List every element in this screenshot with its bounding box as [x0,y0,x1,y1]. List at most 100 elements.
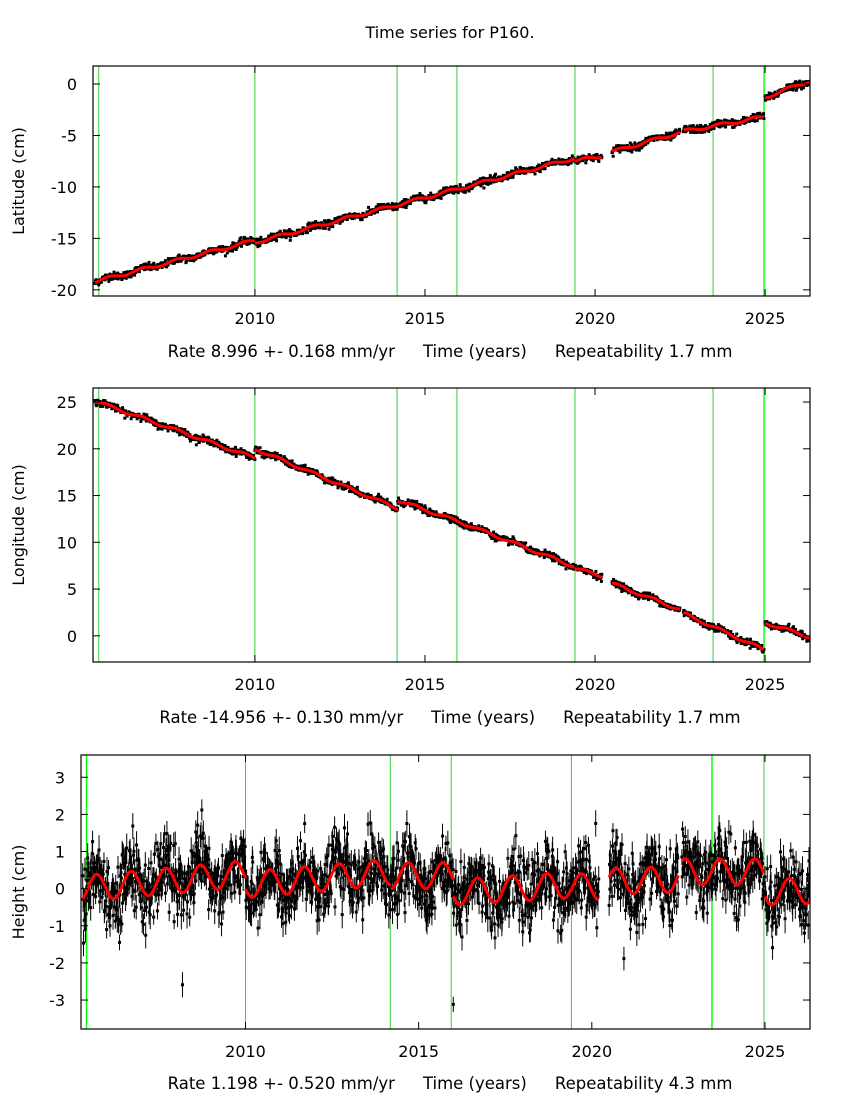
data-point [323,226,327,230]
data-point [247,457,251,461]
data-point [150,418,154,422]
data-point [226,445,230,449]
data-point [121,406,125,410]
data-point [345,218,349,222]
data-point [367,205,371,209]
data-point [703,130,707,134]
data-point [218,245,222,249]
data-point [360,218,364,222]
data-point [286,234,290,238]
data-point [599,153,603,157]
data-point [303,463,307,467]
data-point [314,220,318,224]
data-point [305,231,309,235]
data-point [223,254,227,258]
data-point [318,226,322,230]
data-point [306,472,310,476]
data-point [741,115,745,119]
data-point [258,244,262,248]
data-point [258,446,262,450]
data-point [116,404,120,408]
data-point [215,250,219,254]
data-point [301,232,305,236]
data-point [404,206,408,210]
data-point [636,146,640,150]
data-point [219,447,223,451]
data-point [451,185,455,189]
data-point [390,202,394,206]
data-point [139,419,143,423]
data-point [528,166,532,170]
data-point [143,413,147,417]
data-point [674,128,678,132]
data-point [162,261,166,265]
data-point [536,165,540,169]
data-point [724,125,728,129]
data-point [331,225,335,229]
panel-latitude: 2010 2015 2020 2025 0 -5 -10 -15 -20 Latitude (cm… [9,65,811,361]
data-point [304,470,308,474]
data-point [175,425,179,429]
data-point [123,416,127,420]
data-point [454,184,458,188]
data-point [256,245,260,249]
data-point [511,175,515,179]
data-point [283,229,287,233]
data-point [761,113,765,117]
data-point [270,452,274,456]
data-point [732,125,736,129]
data-point [220,244,224,248]
model-line [682,115,765,132]
data-point [752,117,756,121]
data-point [215,438,219,442]
data-point [656,134,660,138]
data-point [492,176,496,180]
data-point [546,163,550,167]
data-point [129,417,133,421]
figure-title: Time series for P160. [364,23,534,42]
data-point [253,457,257,461]
data-point [792,86,796,90]
data-point [801,86,805,90]
data-point [697,126,701,130]
data-point [405,203,409,207]
data-point [409,196,413,200]
data-point [452,191,456,195]
data-point [103,399,107,403]
data-point [278,229,282,233]
data-point [284,457,288,461]
data-point [492,174,496,178]
data-point [421,194,425,198]
data-point [417,198,421,202]
data-point [427,194,431,198]
data-point [289,235,293,239]
data-point [212,444,216,448]
data-point [576,155,580,159]
data-point [120,278,124,282]
data-point [447,190,451,194]
data-point [627,149,631,153]
data-point [288,465,292,469]
data-point [467,189,471,193]
data-point [163,422,167,426]
data-point [438,194,442,198]
data-point [794,88,798,92]
data-point [256,239,260,243]
model-line [573,155,603,164]
data-point [524,171,528,175]
data-point [480,182,484,186]
data-point [596,158,600,162]
data-point [664,131,668,135]
data-point [96,398,100,402]
data-point [103,278,107,282]
data-point [101,404,105,408]
data-point [518,165,522,169]
data-point [123,271,127,275]
data-point [644,142,648,146]
data-point [235,245,239,249]
data-point [307,222,311,226]
data-point [625,144,629,148]
data-point [137,270,141,274]
data-point [194,433,198,437]
